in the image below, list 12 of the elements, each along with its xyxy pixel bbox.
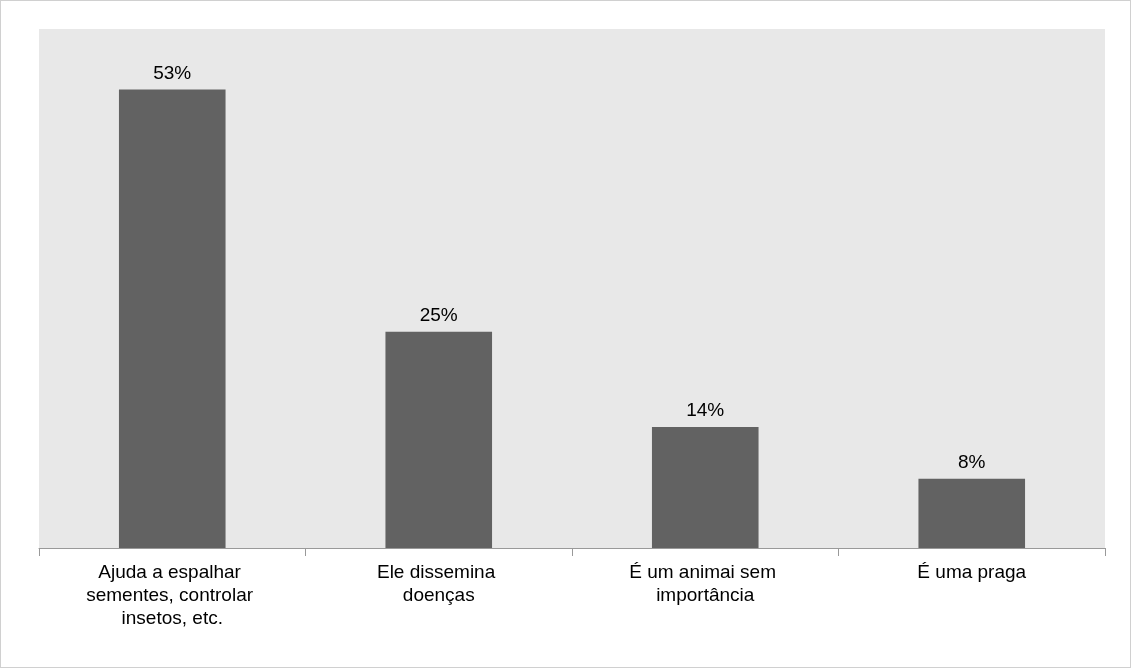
bar <box>385 331 493 548</box>
data-label: 8% <box>958 450 986 472</box>
x-tick-label: Ele dissemina doenças <box>376 561 501 605</box>
data-label: 25% <box>419 303 458 325</box>
x-tick-label: É uma praga <box>917 561 1027 582</box>
bar <box>118 89 226 548</box>
x-tick-label: É um animai sem importância <box>629 561 782 605</box>
bar <box>651 426 759 548</box>
bar <box>918 478 1026 548</box>
x-tick-label: Ajuda a espalhar sementes, controlar insetos, etc. <box>86 561 259 628</box>
data-label: 14% <box>686 398 725 420</box>
data-label: 53% <box>153 61 192 83</box>
